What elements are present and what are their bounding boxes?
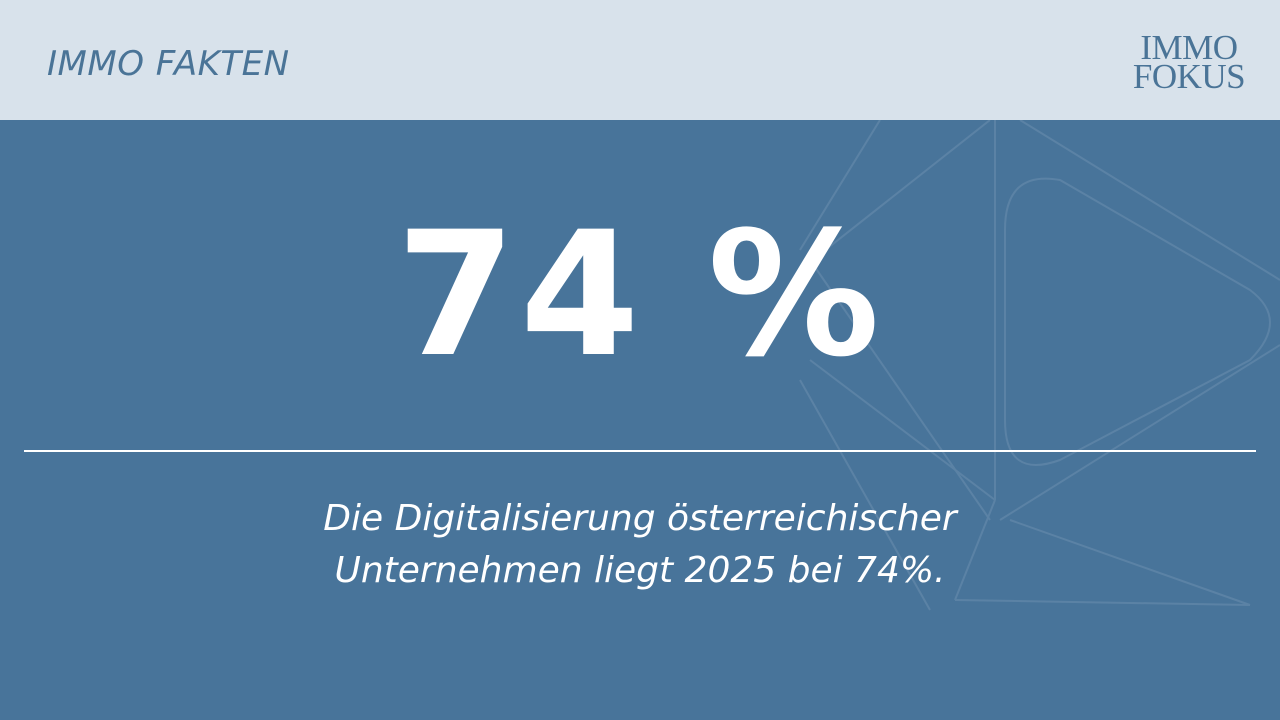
brand-logo: IMMO FOKUS bbox=[1126, 28, 1252, 96]
divider bbox=[24, 450, 1256, 452]
decorative-geometric-pattern-icon bbox=[799, 120, 1280, 611]
fact-caption: Die Digitalisierung österreichischer Unt… bbox=[0, 493, 1280, 597]
header-bar: IMMO FAKTEN IMMO FOKUS bbox=[0, 0, 1280, 120]
logo-line-2: FOKUS bbox=[1132, 57, 1246, 96]
fact-panel: 74 % Die Digitalisierung österreichische… bbox=[0, 120, 1280, 720]
section-title: IMMO FAKTEN bbox=[47, 44, 290, 84]
caption-line-2: Unternehmen liegt 2025 bei 74%. bbox=[334, 550, 946, 591]
headline-value: 74 % bbox=[396, 194, 884, 395]
caption-line-1: Die Digitalisierung österreichischer bbox=[323, 498, 957, 539]
logo-line-1: IMMO bbox=[1140, 28, 1238, 67]
